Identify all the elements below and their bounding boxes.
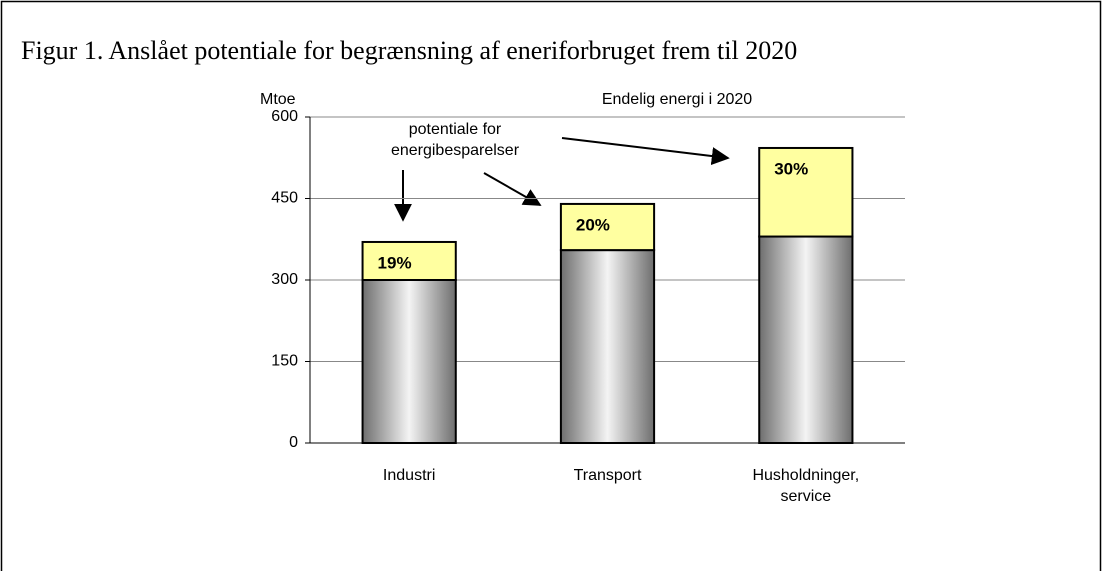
percent-label: 20% bbox=[576, 215, 610, 234]
percent-label: 19% bbox=[378, 253, 412, 272]
y-axis-label: Mtoe bbox=[260, 91, 296, 108]
chart-subtitle: Endelig energi i 2020 bbox=[602, 91, 752, 108]
bar-segment bbox=[758, 146, 854, 238]
y-tick-label: 450 bbox=[271, 190, 298, 207]
y-tick-label: 150 bbox=[271, 353, 298, 370]
y-tick-label: 300 bbox=[271, 271, 298, 288]
bar-segment bbox=[361, 240, 457, 281]
x-tick-label: Industri bbox=[382, 467, 436, 484]
chart-title: Figur 1. Anslået potentiale for begrænsn… bbox=[21, 36, 797, 65]
y-tick-label: 0 bbox=[289, 434, 298, 451]
x-tick-label: Transport bbox=[573, 467, 642, 484]
bar-segment bbox=[559, 202, 656, 252]
y-tick-label: 600 bbox=[271, 108, 298, 125]
arrows bbox=[394, 137, 730, 222]
bar-segment bbox=[361, 279, 457, 444]
bar-segment bbox=[559, 249, 656, 444]
x-tick-label: Husholdninger, service bbox=[752, 467, 860, 505]
percent-label: 30% bbox=[774, 159, 808, 178]
annotation: potentiale for energibesparelser bbox=[390, 121, 520, 159]
bar-segment bbox=[758, 235, 854, 444]
